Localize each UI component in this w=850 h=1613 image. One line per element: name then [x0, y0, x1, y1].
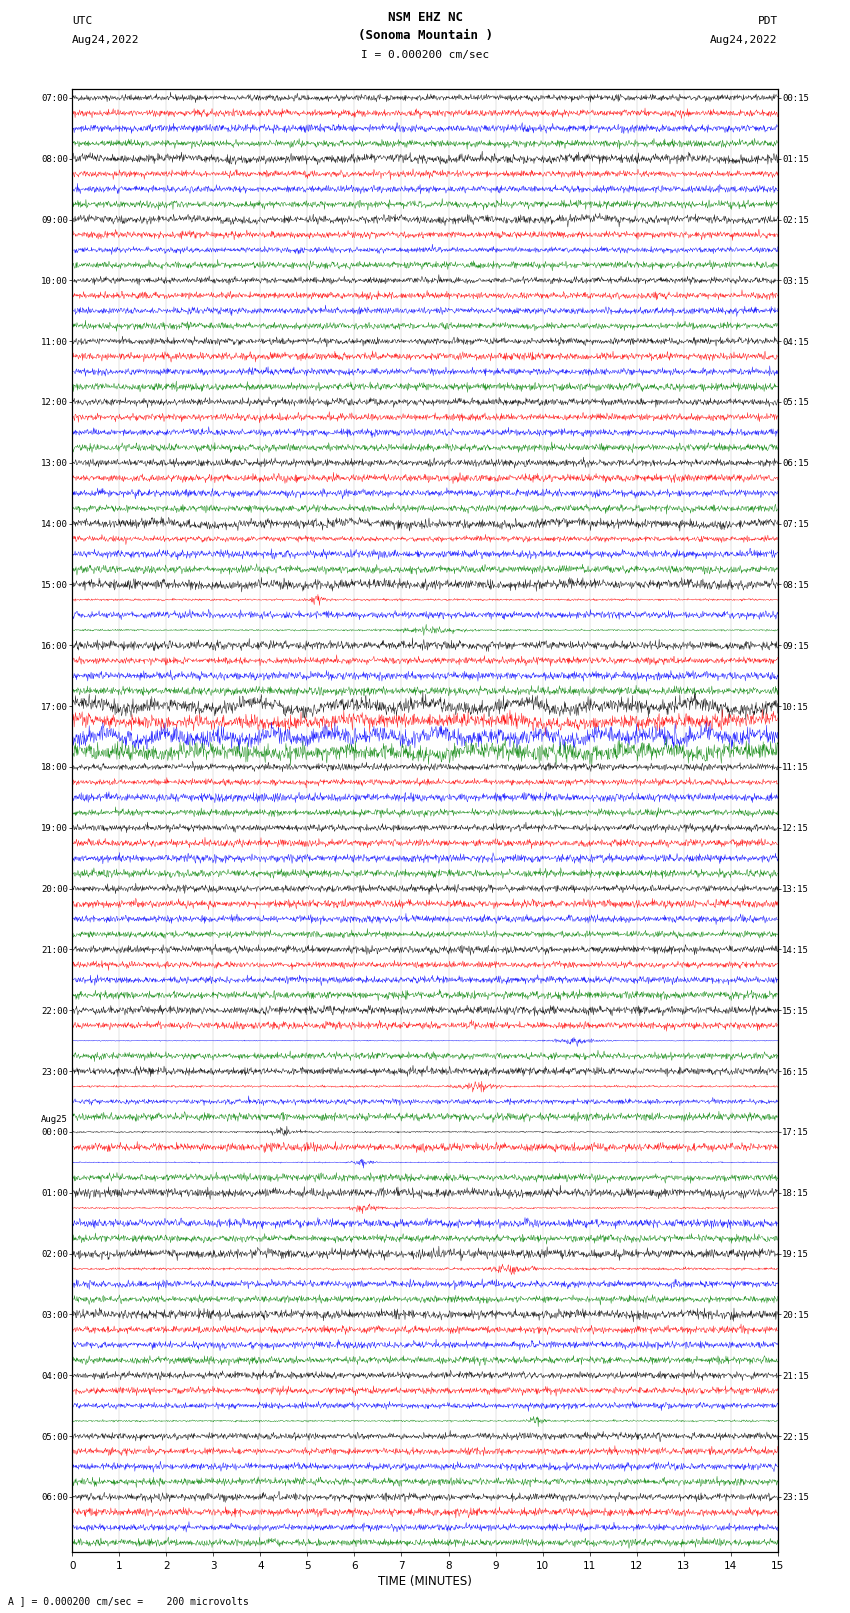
- Text: Aug25: Aug25: [41, 1115, 68, 1124]
- X-axis label: TIME (MINUTES): TIME (MINUTES): [378, 1574, 472, 1587]
- Text: UTC: UTC: [72, 16, 93, 26]
- Text: Aug24,2022: Aug24,2022: [72, 35, 139, 45]
- Text: (Sonoma Mountain ): (Sonoma Mountain ): [358, 29, 492, 42]
- Text: Aug24,2022: Aug24,2022: [711, 35, 778, 45]
- Text: NSM EHZ NC: NSM EHZ NC: [388, 11, 462, 24]
- Text: A ] = 0.000200 cm/sec =    200 microvolts: A ] = 0.000200 cm/sec = 200 microvolts: [8, 1597, 249, 1607]
- Text: PDT: PDT: [757, 16, 778, 26]
- Text: I = 0.000200 cm/sec: I = 0.000200 cm/sec: [361, 50, 489, 60]
